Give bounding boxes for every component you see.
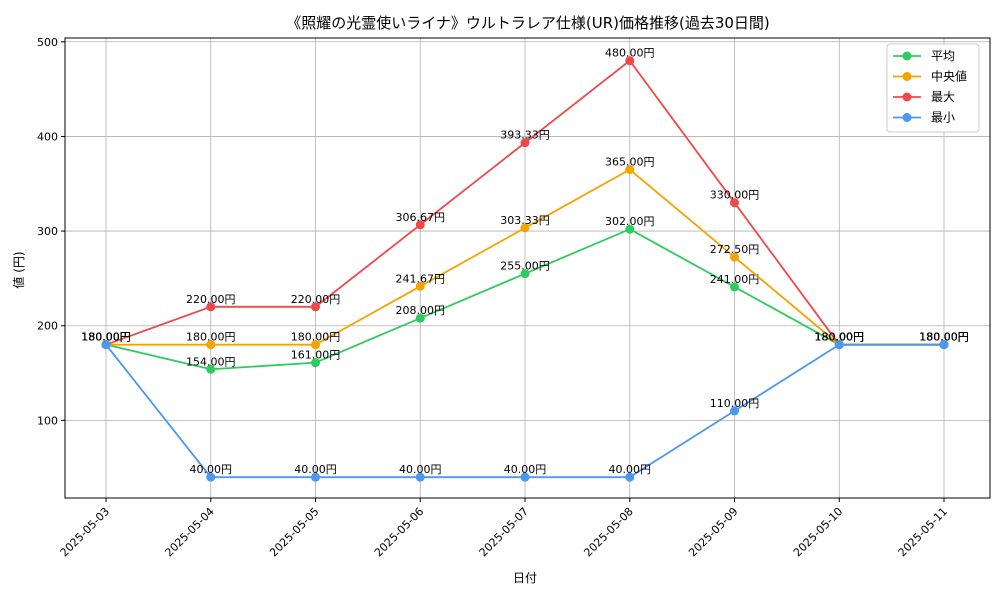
y-tick-label: 200 [37,320,58,333]
data-label-0: 255.00円 [500,260,550,273]
x-tick-label: 2025-05-06 [372,505,426,559]
data-point-0 [625,224,635,234]
data-point-0 [311,358,320,368]
y-tick-label: 400 [37,130,58,143]
data-label-2: 220.00円 [186,293,236,306]
data-label-2: 330.00円 [710,189,760,202]
x-tick-label: 2025-05-09 [686,505,740,559]
data-label-0: 180.00円 [919,331,969,344]
data-point-3 [415,472,425,482]
data-label-3: 40.00円 [609,463,652,476]
data-label-0: 302.00円 [605,215,655,228]
data-point-1 [730,252,739,262]
data-point-2 [415,220,425,230]
data-point-3 [520,472,530,482]
x-tick-label: 2025-05-11 [896,505,950,559]
legend-entry-1: 中央値 [931,69,967,84]
data-label-1: 365.00円 [605,156,655,169]
data-point-1 [625,165,635,175]
plot-area: 100 200 300 400 500 2025-05-03 2025-05-04 2025-… [37,36,991,559]
data-label-2: 393.33円 [500,129,550,142]
data-label-1: 241.67円 [396,272,446,285]
legend-swatch-marker [902,51,912,61]
legend-swatch-marker [902,92,912,102]
data-label-3: 180.00円 [81,331,131,344]
data-label-0: 208.00円 [396,304,446,317]
x-tick-label: 2025-05-05 [267,505,321,559]
y-tick-label: 500 [37,36,58,49]
data-point-2 [206,302,216,312]
y-tick-label: 300 [37,225,58,238]
data-point-3 [206,472,216,482]
data-point-2 [625,56,635,66]
data-label-2: 180.00円 [919,331,969,344]
legend-swatch-marker [902,113,912,122]
data-label-1: 180.00円 [291,331,341,344]
data-label-3: 40.00円 [190,463,233,476]
data-point-2 [730,198,739,208]
legend-entry-0: 平均 [931,49,955,63]
x-tick-label: 2025-05-08 [581,505,635,559]
data-point-1 [520,223,530,233]
x-tick-label: 2025-05-07 [477,505,531,559]
data-label-3: 40.00円 [504,463,547,476]
legend-swatch-marker [902,72,912,81]
legend-entry-2: 最大 [931,90,955,104]
data-label-1: 180.00円 [186,331,236,344]
data-label-1: 303.33円 [500,214,550,227]
legend-entry-3: 最小 [931,111,955,125]
plot-frame [64,37,991,499]
x-tick-label: 2025-05-03 [58,505,112,559]
data-point-2 [520,138,530,148]
x-tick-label: 2025-05-10 [791,505,845,559]
data-label-2: 220.00円 [291,293,341,306]
data-label-3: 40.00円 [294,463,337,476]
chart-title: 《照耀の光霊使いライナ》ウルトラレア仕様(UR)価格推移(過去30日間) [286,14,770,32]
legend-box [886,43,980,133]
data-point-0 [520,269,530,279]
data-label-3: 180.00円 [919,331,969,344]
data-point-3 [939,340,949,350]
data-label-0: 154.00円 [186,355,236,368]
data-point-1 [206,340,216,350]
data-point-0 [730,282,739,292]
data-label-1: 272.50円 [710,243,760,256]
data-label-2: 180.00円 [81,331,131,344]
data-label-2: 480.00円 [605,47,655,60]
data-point-1 [415,281,425,291]
data-point-3 [625,472,635,482]
x-tick-label: 2025-05-04 [162,505,216,559]
data-point-0 [206,364,216,374]
data-point-2 [311,302,320,312]
data-label-3: 180.00円 [815,331,865,344]
y-axis-label: 値 (円) [11,251,26,288]
data-point-1 [311,340,320,350]
data-point-3 [101,340,111,350]
data-label-3: 110.00円 [710,397,760,410]
data-label-0: 241.00円 [710,273,760,286]
data-point-0 [415,313,425,323]
data-point-3 [834,340,844,350]
data-point-3 [730,406,739,416]
y-tick-label: 100 [37,414,58,427]
data-label-2: 306.67円 [396,211,446,224]
data-label-2: 180.00円 [815,331,865,344]
data-label-3: 40.00円 [399,463,442,476]
data-point-3 [311,472,320,482]
data-label-1: 180.00円 [919,331,969,344]
data-label-0: 161.00円 [291,349,341,362]
x-axis-label: 日付 [513,571,537,585]
data-label-1: 180.00円 [815,331,865,344]
